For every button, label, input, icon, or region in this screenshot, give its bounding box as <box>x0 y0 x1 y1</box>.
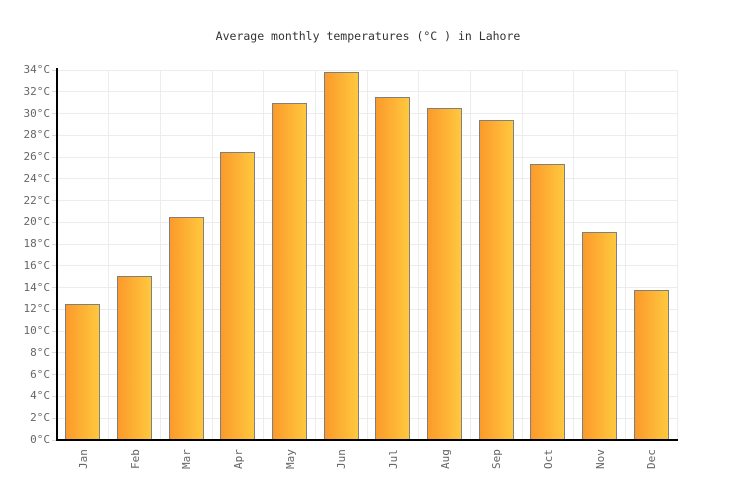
y-axis-label: 20°C <box>23 215 51 229</box>
x-axis-label: Dec <box>645 449 659 469</box>
y-axis-label: 22°C <box>23 193 51 207</box>
bar-aug <box>427 108 462 440</box>
bar-feb <box>117 275 152 440</box>
gridline-vertical <box>521 70 523 440</box>
gridline-horizontal <box>57 308 677 310</box>
gridline-horizontal <box>57 287 677 289</box>
bar-dec <box>633 289 669 440</box>
y-axis-label: 2°C <box>30 411 50 425</box>
y-axis-label: 32°C <box>23 84 51 98</box>
bar-mar <box>168 216 204 440</box>
gridline-horizontal <box>57 330 677 332</box>
y-axis-tick <box>52 265 57 267</box>
gridline-vertical <box>624 70 626 440</box>
y-axis-label: 34°C <box>23 63 51 76</box>
gridline-vertical <box>366 70 368 440</box>
y-axis-tick <box>52 330 57 332</box>
y-axis-label: 8°C <box>30 345 50 359</box>
gridline-horizontal <box>57 156 677 158</box>
gridline-horizontal <box>57 395 677 397</box>
gridline-vertical <box>418 70 420 440</box>
gridline-vertical <box>676 70 678 440</box>
y-axis-tick <box>52 221 57 223</box>
bar-jan <box>65 303 101 440</box>
bar-jul <box>375 97 411 440</box>
gridline-vertical <box>573 70 575 440</box>
gridline-vertical <box>108 70 110 440</box>
gridline-horizontal <box>57 178 677 180</box>
gridline-horizontal <box>57 91 677 93</box>
y-axis-label: 18°C <box>23 237 51 251</box>
y-axis-tick <box>52 243 57 245</box>
y-axis-label: 14°C <box>23 280 51 294</box>
y-axis-label: 26°C <box>23 150 51 164</box>
bar-oct <box>530 163 566 440</box>
bar-may <box>272 102 307 440</box>
y-axis-label: 30°C <box>23 106 51 120</box>
y-axis-label: 4°C <box>30 389 50 403</box>
bar-apr <box>220 151 256 440</box>
gridline-horizontal <box>57 113 677 115</box>
x-axis-label: Aug <box>438 449 452 469</box>
y-axis-label: 0°C <box>30 433 50 446</box>
y-axis-label: 6°C <box>30 367 50 381</box>
x-axis-label: Sep <box>490 449 504 469</box>
gridline-horizontal <box>57 134 677 136</box>
y-axis-tick <box>52 308 57 310</box>
x-axis-label: Feb <box>128 449 142 469</box>
y-axis-tick <box>52 156 57 158</box>
y-axis-label: 10°C <box>23 324 51 338</box>
x-axis-label: Apr <box>231 449 245 469</box>
y-axis-tick <box>52 395 57 397</box>
x-axis-label: Nov <box>593 449 607 469</box>
y-axis-label: 24°C <box>23 171 51 185</box>
gridline-vertical <box>211 70 213 440</box>
y-axis-tick <box>52 113 57 115</box>
gridline-horizontal <box>57 374 677 376</box>
bar-jun <box>323 72 359 440</box>
gridline-horizontal <box>57 221 677 223</box>
y-axis-tick <box>52 91 57 93</box>
gridline-horizontal <box>57 69 677 71</box>
y-axis-line <box>56 68 58 440</box>
y-axis-tick <box>52 417 57 419</box>
y-axis-label: 28°C <box>23 128 51 142</box>
x-axis-label: Oct <box>541 449 555 469</box>
y-axis-tick <box>52 374 57 376</box>
y-axis-label: 12°C <box>23 302 51 316</box>
gridline-horizontal <box>57 200 677 202</box>
gridline-horizontal <box>57 243 677 245</box>
gridline-vertical <box>469 70 471 440</box>
gridline-horizontal <box>57 265 677 267</box>
gridline-horizontal <box>57 417 677 419</box>
gridline-vertical <box>314 70 316 440</box>
y-axis-tick <box>52 134 57 136</box>
bar-sep <box>478 120 514 440</box>
y-axis-label: 16°C <box>23 258 51 272</box>
gridline-horizontal <box>57 352 677 354</box>
gridline-vertical <box>263 70 265 440</box>
x-axis-label: Jan <box>76 449 90 469</box>
y-axis-tick <box>52 287 57 289</box>
y-axis-tick <box>52 69 57 71</box>
y-axis-tick <box>52 178 57 180</box>
x-axis-line <box>56 439 678 441</box>
x-axis-label: Jul <box>386 449 400 469</box>
y-axis-tick <box>52 200 57 202</box>
bar-nov <box>582 232 617 440</box>
x-axis-label: May <box>283 449 297 469</box>
x-axis-label: Jun <box>335 449 349 469</box>
chart-title: Average monthly temperatures (°C ) in La… <box>215 29 521 43</box>
x-axis-label: Mar <box>180 449 194 469</box>
gridline-vertical <box>159 70 161 440</box>
y-axis-tick <box>52 439 57 441</box>
y-axis-tick <box>52 352 57 354</box>
